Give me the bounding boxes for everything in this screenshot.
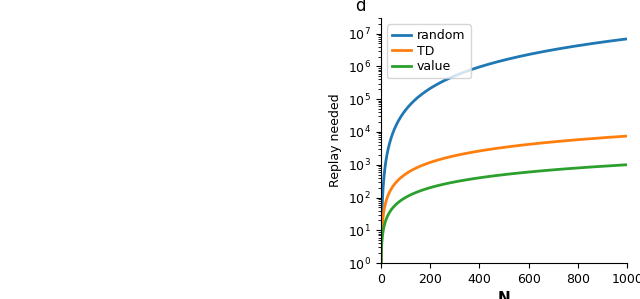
value xyxy=(377,261,385,265)
TD xyxy=(420,163,428,167)
value xyxy=(623,163,631,167)
value xyxy=(405,194,413,197)
value xyxy=(592,165,600,168)
Text: d: d xyxy=(355,0,365,15)
Y-axis label: Replay needed: Replay needed xyxy=(330,94,342,187)
value xyxy=(483,175,490,179)
X-axis label: N: N xyxy=(498,292,510,299)
random xyxy=(420,91,428,94)
TD xyxy=(483,148,490,152)
value xyxy=(472,177,479,180)
Line: TD: TD xyxy=(381,136,627,271)
Line: value: value xyxy=(381,165,627,263)
random xyxy=(592,41,600,45)
value xyxy=(420,188,428,191)
random xyxy=(483,63,490,67)
random xyxy=(472,66,479,70)
TD xyxy=(623,134,631,138)
random xyxy=(618,38,626,41)
TD xyxy=(618,135,626,138)
TD xyxy=(405,170,413,173)
Legend: random, TD, value: random, TD, value xyxy=(387,24,470,78)
random xyxy=(405,104,413,108)
value xyxy=(618,163,626,167)
random xyxy=(623,37,631,41)
TD xyxy=(472,150,479,153)
Line: random: random xyxy=(381,39,627,299)
TD xyxy=(592,136,600,140)
TD xyxy=(377,269,385,273)
